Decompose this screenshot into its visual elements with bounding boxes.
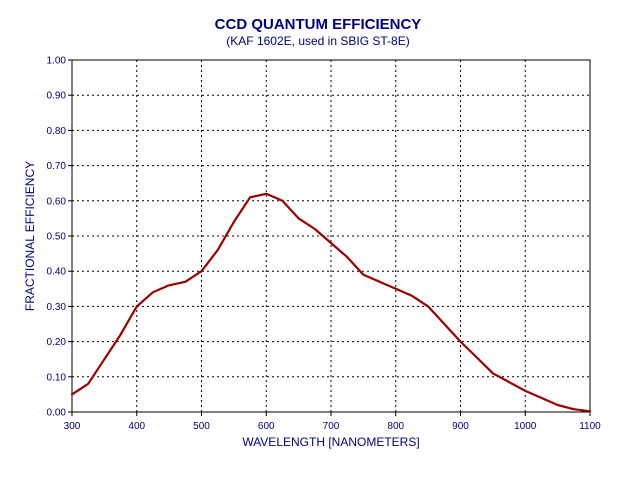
x-tick-label: 300 (64, 421, 81, 432)
y-tick-label: 0.30 (47, 302, 67, 313)
x-tick-label: 1000 (514, 421, 537, 432)
x-axis-label: WAVELENGTH [NANOMETERS] (242, 435, 419, 449)
y-tick-label: 0.00 (47, 408, 67, 419)
series-layer (70, 192, 592, 413)
y-tick-label: 0.40 (47, 267, 67, 278)
x-tick-label: 500 (193, 421, 210, 432)
y-tick-label: 0.80 (47, 126, 67, 137)
y-tick-label: 1.00 (47, 56, 67, 67)
x-tick-label: 600 (258, 421, 275, 432)
chart-title: CCD QUANTUM EFFICIENCY (215, 16, 422, 33)
grid-lines (72, 60, 590, 412)
x-tick-label: 700 (323, 421, 340, 432)
chart-subtitle: (KAF 1602E, used in SBIG ST-8E) (226, 34, 409, 48)
y-axis-label: FRACTIONAL EFFICIENCY (23, 161, 37, 311)
y-tick-label: 0.10 (47, 372, 67, 383)
x-tick-label: 1100 (579, 421, 601, 432)
axis-ticks: 300 400 500 600 700 800 900 1000 1100 0.00 0.10 0.2… (47, 56, 602, 433)
y-tick-label: 0.90 (47, 91, 67, 102)
qe-curve-line (70, 192, 592, 413)
y-tick-label: 0.60 (47, 196, 67, 207)
x-tick-label: 400 (128, 421, 145, 432)
x-tick-label: 900 (452, 421, 469, 432)
x-tick-label: 800 (387, 421, 404, 432)
y-tick-label: 0.20 (47, 337, 67, 348)
y-tick-label: 0.50 (47, 232, 67, 243)
y-tick-label: 0.70 (47, 161, 67, 172)
